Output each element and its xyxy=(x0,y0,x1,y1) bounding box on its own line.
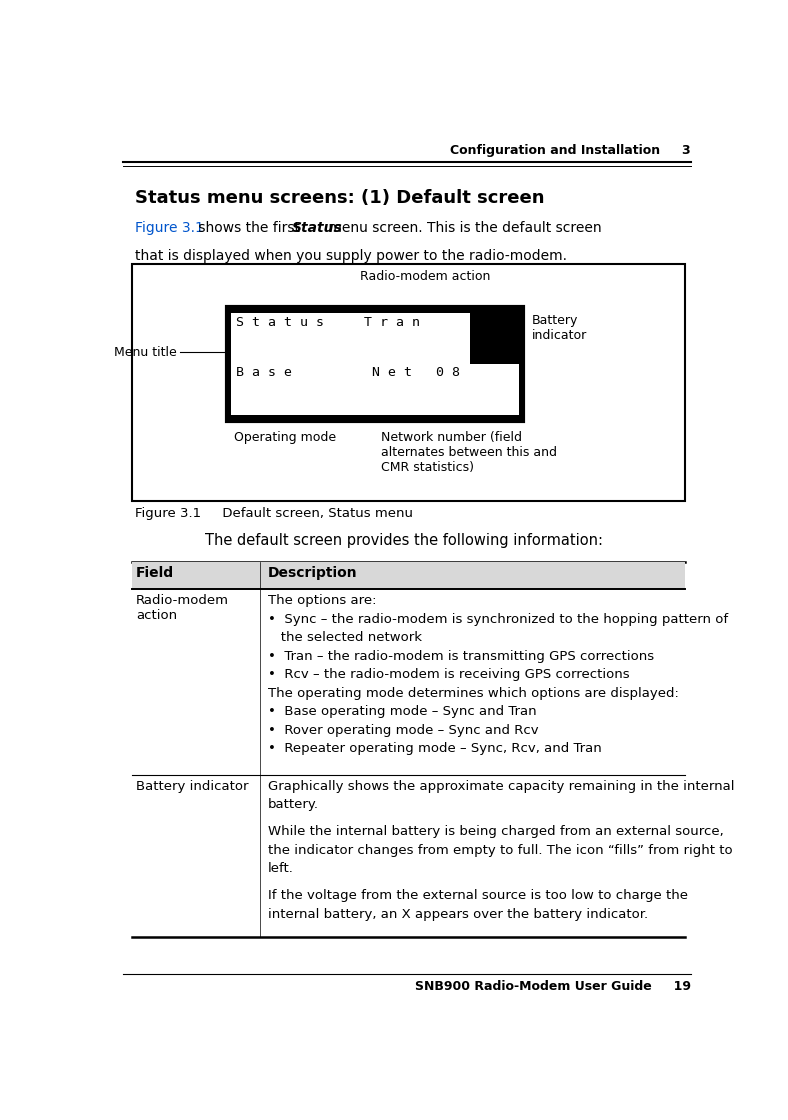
Text: Radio-modem action: Radio-modem action xyxy=(360,270,490,282)
Text: Battery indicator: Battery indicator xyxy=(136,780,248,793)
Text: Configuration and Installation     3: Configuration and Installation 3 xyxy=(450,143,691,157)
Text: Battery
indicator: Battery indicator xyxy=(532,314,587,342)
Text: •  Rover operating mode – Sync and Rcv: • Rover operating mode – Sync and Rcv xyxy=(268,724,538,737)
Text: Radio-modem
action: Radio-modem action xyxy=(136,594,229,622)
Text: shows the first: shows the first xyxy=(195,221,305,234)
Text: the indicator changes from empty to full. The icon “fills” from right to: the indicator changes from empty to full… xyxy=(268,843,732,857)
Text: The options are:: The options are: xyxy=(268,594,376,607)
Text: that is displayed when you supply power to the radio-modem.: that is displayed when you supply power … xyxy=(136,249,567,263)
Text: The default screen provides the following information:: The default screen provides the followin… xyxy=(205,533,603,548)
Text: battery.: battery. xyxy=(268,799,318,812)
Bar xyxy=(227,307,523,421)
Text: Graphically shows the approximate capacity remaining in the internal: Graphically shows the approximate capaci… xyxy=(268,780,734,793)
Bar xyxy=(231,364,519,414)
Text: Field: Field xyxy=(136,566,174,580)
Text: SNB900 Radio-Modem User Guide     19: SNB900 Radio-Modem User Guide 19 xyxy=(414,980,691,992)
Text: Network number (field
alternates between this and
CMR statistics): Network number (field alternates between… xyxy=(381,431,557,474)
Text: Figure 3.1: Figure 3.1 xyxy=(136,221,204,234)
Text: Status: Status xyxy=(292,221,342,234)
Text: B a s e          N e t   0 8: B a s e N e t 0 8 xyxy=(236,365,460,379)
Text: The operating mode determines which options are displayed:: The operating mode determines which opti… xyxy=(268,687,678,700)
Bar xyxy=(132,264,685,501)
Text: Status menu screens: (1) Default screen: Status menu screens: (1) Default screen xyxy=(136,189,545,207)
Text: If the voltage from the external source is too low to charge the: If the voltage from the external source … xyxy=(268,889,688,903)
Text: the selected network: the selected network xyxy=(268,632,422,644)
Bar xyxy=(470,364,519,414)
Text: •  Base operating mode – Sync and Tran: • Base operating mode – Sync and Tran xyxy=(268,706,537,718)
Text: menu screen. This is the default screen: menu screen. This is the default screen xyxy=(325,221,602,234)
Text: •  Sync – the radio-modem is synchronized to the hopping pattern of: • Sync – the radio-modem is synchronized… xyxy=(268,613,728,626)
Text: While the internal battery is being charged from an external source,: While the internal battery is being char… xyxy=(268,825,723,839)
Text: Figure 3.1     Default screen, Status menu: Figure 3.1 Default screen, Status menu xyxy=(136,507,413,520)
Text: S t a t u s     T r a n: S t a t u s T r a n xyxy=(236,316,420,329)
Bar xyxy=(231,312,470,414)
Text: Menu title: Menu title xyxy=(114,346,177,358)
Bar xyxy=(494,364,519,414)
Text: •  Repeater operating mode – Sync, Rcv, and Tran: • Repeater operating mode – Sync, Rcv, a… xyxy=(268,743,601,755)
Text: •  Tran – the radio-modem is transmitting GPS corrections: • Tran – the radio-modem is transmitting… xyxy=(268,650,654,663)
Text: Operating mode: Operating mode xyxy=(234,431,336,444)
Bar xyxy=(132,562,685,589)
Text: •  Rcv – the radio-modem is receiving GPS corrections: • Rcv – the radio-modem is receiving GPS… xyxy=(268,669,630,681)
Text: left.: left. xyxy=(268,862,293,876)
Text: Description: Description xyxy=(268,566,357,580)
Text: internal battery, an X appears over the battery indicator.: internal battery, an X appears over the … xyxy=(268,908,648,921)
